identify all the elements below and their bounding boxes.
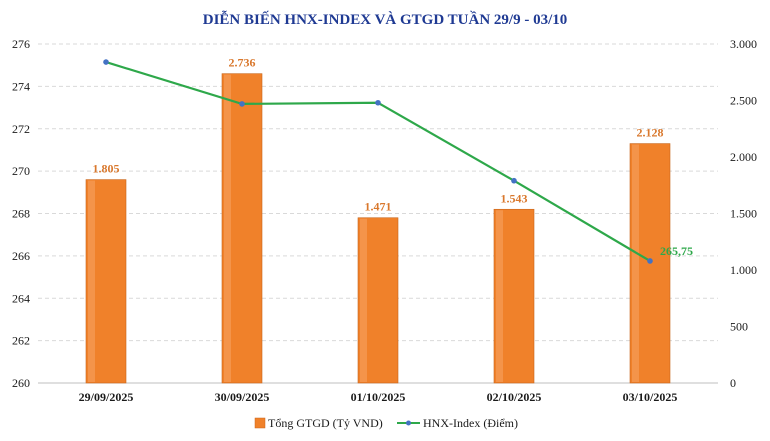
bar-data-label: 1.471 xyxy=(365,200,392,214)
legend-bar-swatch xyxy=(254,417,266,429)
y-right-tick-label: 2.000 xyxy=(730,150,757,164)
chart-title: DIỄN BIẾN HNX-INDEX VÀ GTGD TUẦN 29/9 - … xyxy=(203,10,567,28)
x-tick-label: 29/09/2025 xyxy=(79,390,134,404)
line-point xyxy=(647,258,653,264)
x-tick-label: 30/09/2025 xyxy=(215,390,270,404)
bar-highlight xyxy=(360,218,367,382)
y-right-tick-label: 0 xyxy=(730,376,736,390)
y-right-tick-label: 1.000 xyxy=(730,263,757,277)
y-left-tick-label: 260 xyxy=(12,376,30,390)
y-left-tick-label: 272 xyxy=(12,122,30,136)
y-left-tick-label: 268 xyxy=(12,207,30,221)
category-axis: 29/09/2025 30/09/2025 01/10/2025 02/10/2025… xyxy=(79,390,678,404)
line-point xyxy=(375,99,381,106)
y-left-tick-label: 264 xyxy=(12,291,30,305)
legend-line-label: HNX-Index (Điểm) xyxy=(423,416,518,430)
bar-data-label: 2.736 xyxy=(229,56,256,70)
y-right-tick-label: 3.000 xyxy=(730,37,757,51)
line-point xyxy=(239,101,245,107)
left-axis: 260 262 264 266 268 270 272 274 276 xyxy=(12,37,30,390)
y-right-tick-label: 2.500 xyxy=(730,94,757,108)
y-left-tick-label: 262 xyxy=(12,334,30,348)
bar-data-label: 2.128 xyxy=(637,126,664,140)
line-data-label: 265,75 xyxy=(660,244,693,258)
bar-highlight xyxy=(224,74,231,382)
x-tick-label: 03/10/2025 xyxy=(623,390,678,404)
line-series: 265,75 xyxy=(103,59,693,264)
y-left-tick-label: 270 xyxy=(12,164,30,178)
bar-highlight xyxy=(496,210,503,382)
bar-highlight xyxy=(632,144,639,382)
legend: Tổng GTGD (Tỷ VND) HNX-Index (Điểm) xyxy=(254,416,518,430)
bar-highlight xyxy=(88,180,95,382)
y-left-tick-label: 266 xyxy=(12,249,30,263)
legend-line-marker xyxy=(406,420,411,426)
y-left-tick-label: 274 xyxy=(12,79,30,93)
x-tick-label: 02/10/2025 xyxy=(487,390,542,404)
bar-series: 1.805 2.736 1.471 1.543 2.128 xyxy=(85,56,671,384)
y-right-tick-label: 500 xyxy=(730,320,748,334)
bar-data-label: 1.543 xyxy=(501,191,528,205)
bar-data-label: 1.805 xyxy=(93,162,120,176)
right-axis: 0 500 1.000 1.500 2.000 2.500 3.000 xyxy=(730,37,757,390)
legend-bar-label: Tổng GTGD (Tỷ VND) xyxy=(268,416,383,430)
y-right-tick-label: 1.500 xyxy=(730,207,757,221)
line-point xyxy=(103,59,109,65)
line-point xyxy=(511,177,517,184)
y-left-tick-label: 276 xyxy=(12,37,30,51)
x-tick-label: 01/10/2025 xyxy=(351,390,406,404)
